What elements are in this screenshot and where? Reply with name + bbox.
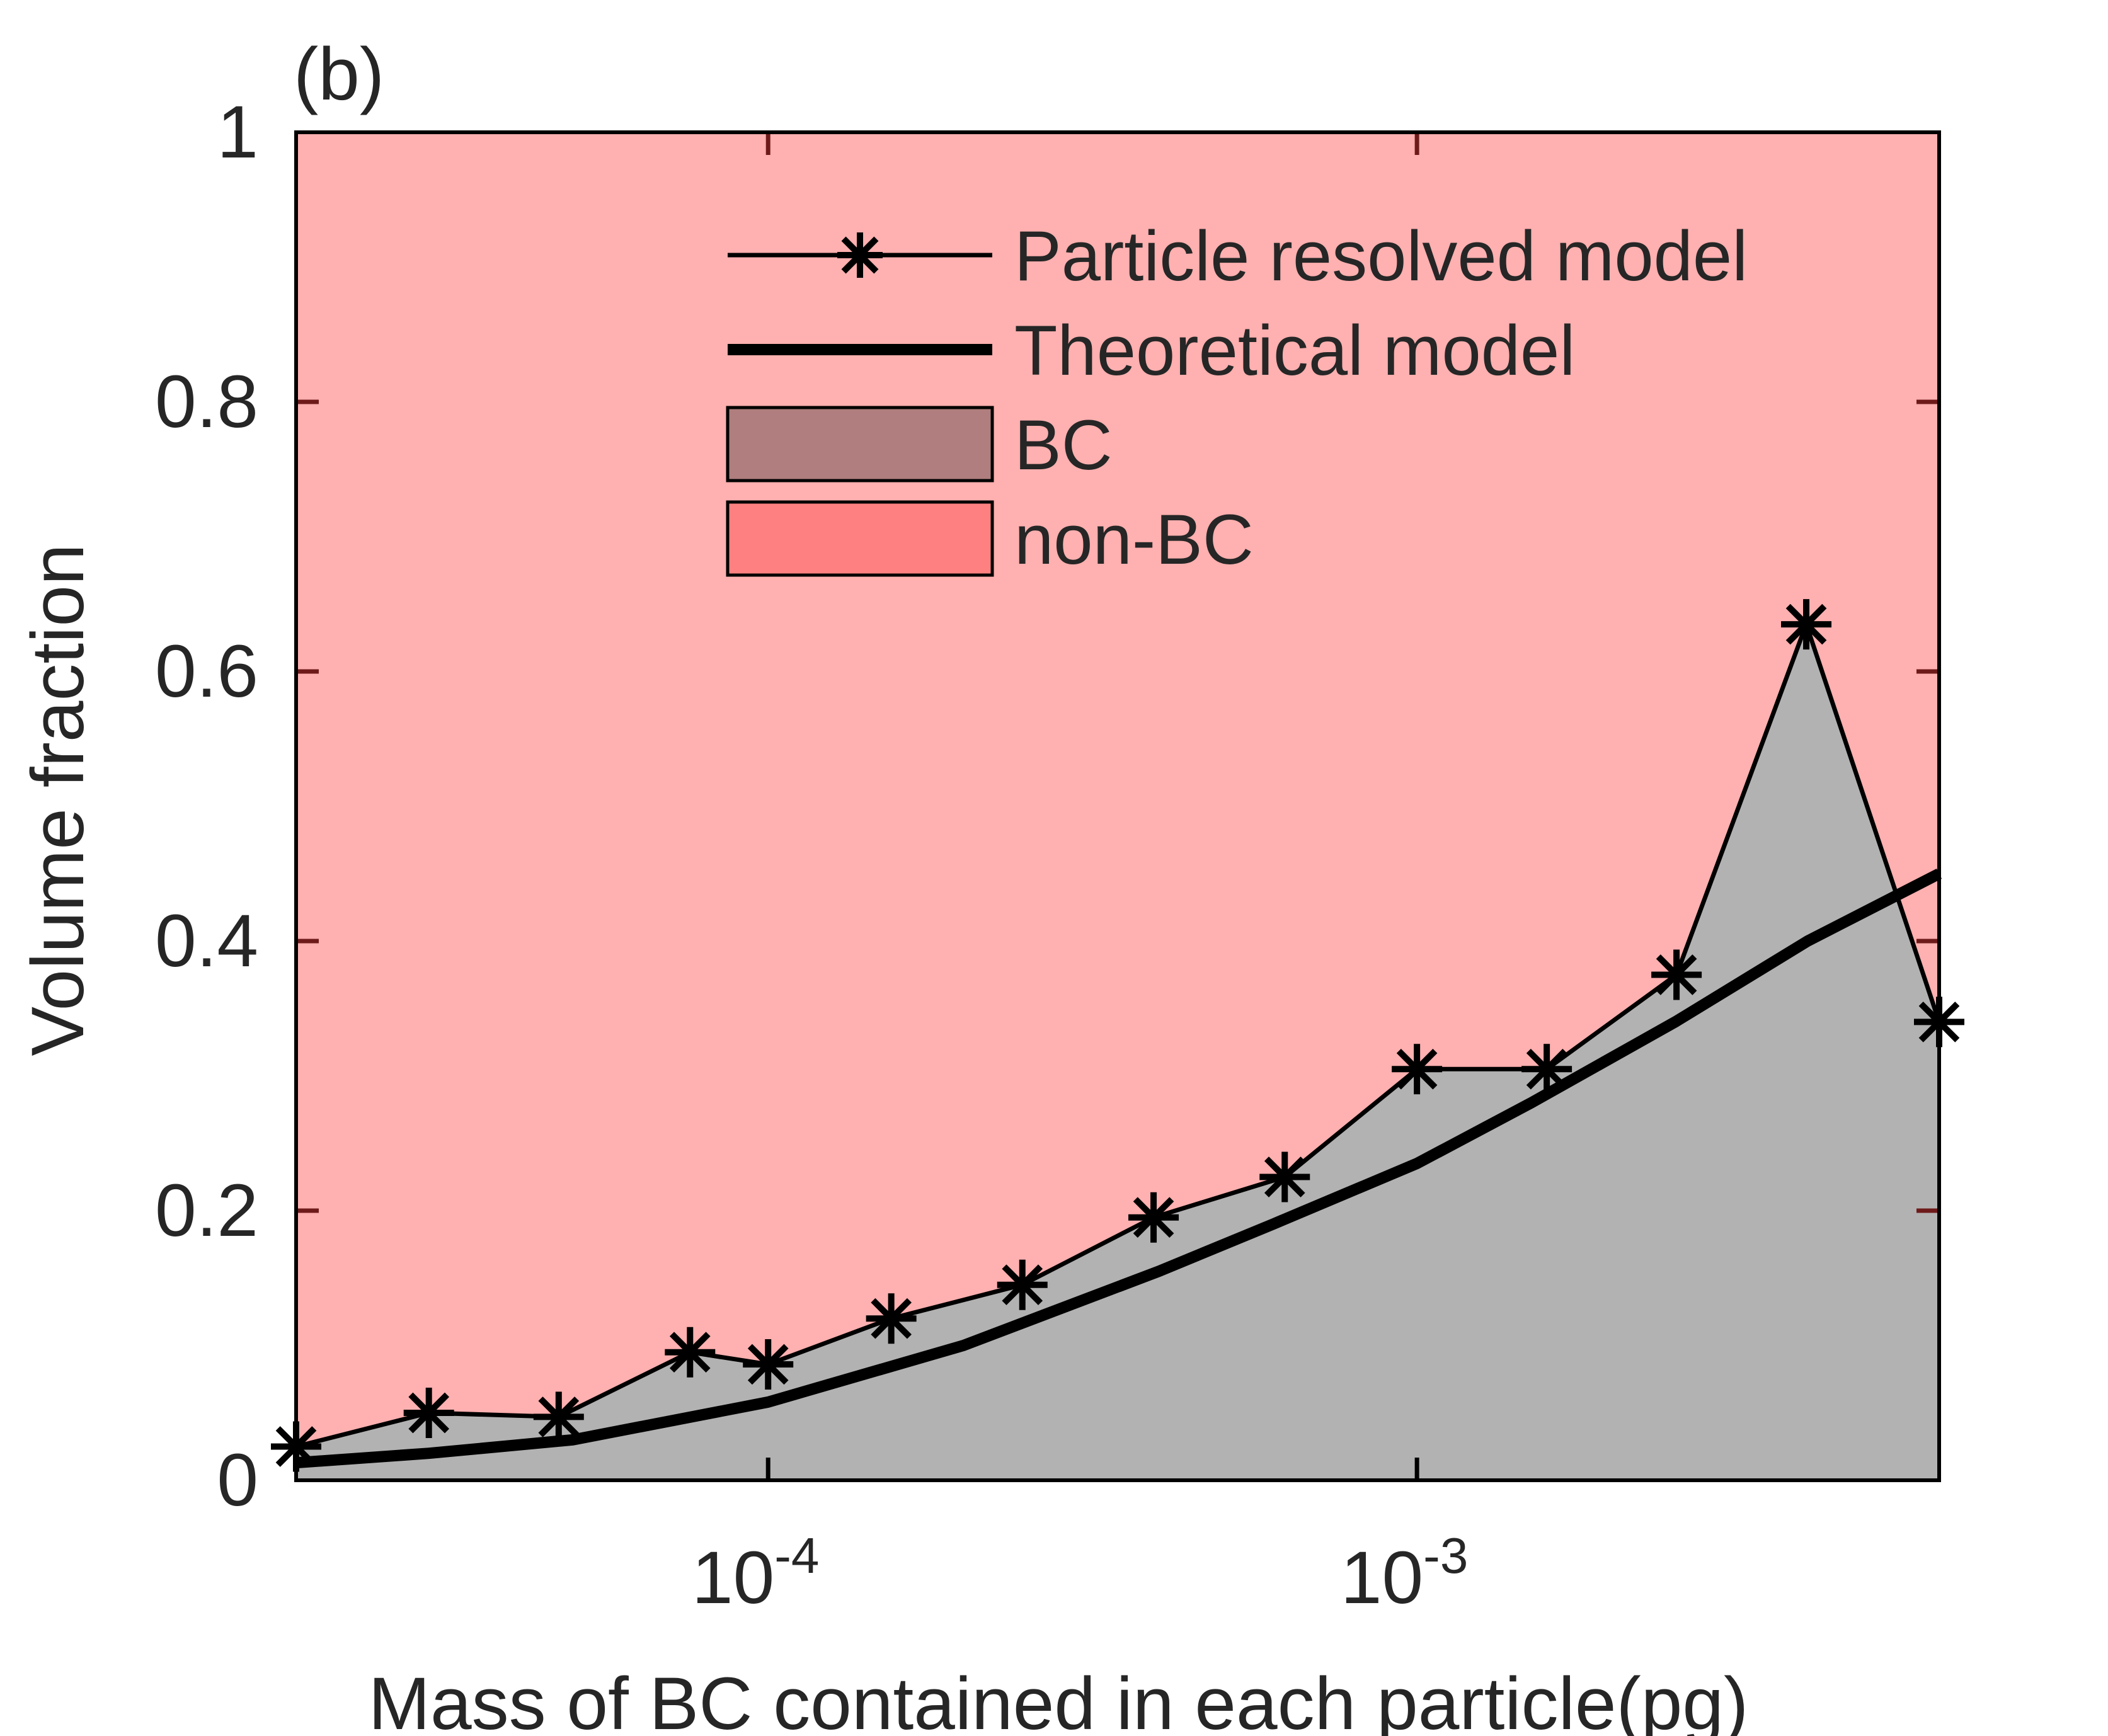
legend-item: non-BC: [726, 500, 1254, 579]
y-tick-label: 0: [217, 1439, 258, 1522]
legend-item: Theoretical model: [728, 311, 1575, 390]
marker-stroke: [1396, 1048, 1438, 1090]
marker-stroke: [1656, 954, 1697, 995]
y-tick-label: 1: [217, 91, 258, 174]
legend: Particle resolved model Theoretical model…: [726, 217, 1748, 579]
marker-stroke: [1785, 603, 1827, 645]
legend-swatch: [726, 500, 994, 577]
marker-stroke: [841, 236, 879, 274]
marker-stroke: [1264, 1156, 1305, 1197]
marker-stroke: [747, 1344, 789, 1385]
y-tick-label: 0.4: [155, 899, 258, 983]
y-tick-label: 0.2: [155, 1169, 258, 1252]
x-tick-label-exponent: -3: [1423, 1528, 1468, 1584]
axes-frame: [294, 130, 1941, 1482]
y-tick-label: 0.6: [155, 630, 258, 713]
data-point-marker: [866, 1293, 917, 1344]
data-point-marker: [665, 1327, 716, 1378]
x-tick-label-base: 10: [692, 1536, 774, 1619]
data-point-marker: [997, 1259, 1048, 1310]
legend-item: Particle resolved model: [728, 217, 1748, 295]
legend-marker: [837, 232, 883, 278]
marker-stroke: [408, 1392, 450, 1434]
x-tick-label: 10-3: [1341, 1528, 1468, 1619]
data-point-marker: [1781, 599, 1832, 650]
marker-stroke: [1526, 1048, 1567, 1090]
x-tick-labels: 10-4 10-3: [692, 1528, 1468, 1619]
x-tick-label: 10-4: [692, 1528, 819, 1619]
y-axis-label: Volume fraction: [16, 544, 100, 1056]
legend-label: BC: [1014, 406, 1113, 484]
data-point-marker: [1521, 1044, 1572, 1095]
data-point-marker: [1651, 949, 1702, 1000]
legend-item: BC: [726, 406, 1113, 484]
x-tick-label-exponent: -4: [774, 1528, 819, 1584]
x-axis-label: Mass of BC contained in each particle(pg…: [369, 1662, 1749, 1736]
legend-label: Theoretical model: [1014, 311, 1575, 390]
ticks: [296, 132, 1939, 1480]
data-point-marker: [743, 1339, 794, 1390]
data-point-marker: [533, 1391, 584, 1442]
data-point-marker: [403, 1388, 454, 1438]
particle-resolved-line: [295, 622, 1942, 1449]
y-tick-labels: 0 0.2 0.4 0.6 0.8 1: [155, 91, 258, 1522]
marker-stroke: [538, 1396, 580, 1437]
bc-area: [296, 624, 1939, 1480]
legend-label: Particle resolved model: [1014, 217, 1748, 295]
marker-stroke: [669, 1332, 711, 1373]
marker-stroke: [871, 1298, 912, 1339]
theoretical-model-line: [295, 868, 1942, 1469]
marker-stroke: [1133, 1197, 1174, 1238]
legend-swatch: [726, 406, 994, 483]
marker-stroke: [1002, 1264, 1043, 1306]
data-point-marker: [1392, 1044, 1443, 1095]
data-point-marker: [1259, 1151, 1310, 1202]
x-tick-label-base: 10: [1341, 1536, 1423, 1619]
data-point-marker: [1128, 1192, 1179, 1243]
panel-label: (b): [294, 33, 384, 116]
legend-label: non-BC: [1014, 500, 1254, 579]
plot-area: [271, 130, 1964, 1482]
particle-resolved-markers: [271, 599, 1964, 1472]
y-tick-label: 0.8: [155, 360, 258, 443]
